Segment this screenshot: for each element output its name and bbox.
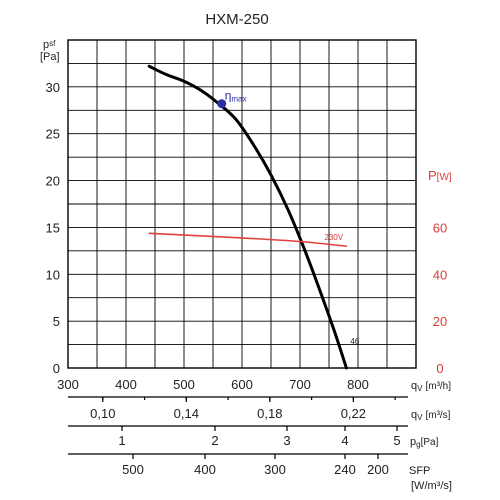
plot-frame [67,39,417,369]
grid [67,40,417,368]
left-tick-label: 25 [46,127,60,142]
left-tick-label: 5 [53,314,60,329]
x-tick-label-m3h: 800 [347,377,369,392]
x-tick-label-pg: 4 [341,433,348,448]
x-tick-label-m3h: 300 [57,377,79,392]
left-tick-label: 15 [46,220,60,235]
x-tick-label-pg: 1 [118,433,125,448]
left-tick-label: 20 [46,174,60,189]
x-axis-labels: qV [m³/h] qV [m³/s] pg[Pa] SFP [W/m³/s] [409,380,452,492]
series-label-1: 230V [324,233,343,242]
left-tick-label: 0 [53,361,60,376]
left-axis-unit: [Pa] [40,51,60,63]
x-tick-label-sfp: 300 [264,462,286,477]
x-tick-label-pg: 5 [393,433,400,448]
series-line-1 [148,232,348,247]
right-axis-label: P[W] [428,168,452,183]
x-axis-qv-m3h-label: qV [m³/h] [411,380,451,393]
x-axis-pg-label: pg[Pa] [410,436,439,449]
right-tick-label: 60 [433,220,447,235]
left-tick-label: 30 [46,80,60,95]
x-tick-label-m3s: 0,22 [341,406,366,421]
x-tick-label-m3h: 400 [115,377,137,392]
x-tick-label-m3s: 0,18 [257,406,282,421]
right-axis-label-main: P [428,168,437,183]
x-tick-label-pg: 2 [211,433,218,448]
left-axis-label-sub: sf [49,39,56,48]
x-axis-sfp-unit: [W/m³/s] [411,480,452,492]
x-tick-label-m3h: 600 [231,377,253,392]
x-tick-label-sfp: 200 [367,462,389,477]
x-tick-label-pg: 3 [283,433,290,448]
right-tick-label: 0 [436,361,443,376]
eta-max-label: ηmax [225,89,247,104]
left-tick-label: 10 [46,267,60,282]
left-axis-label: psf [43,39,56,51]
x-tick-label-m3s: 0,10 [90,406,115,421]
right-tick-label: 20 [433,314,447,329]
x-tick-label-m3s: 0,14 [174,406,199,421]
x-tick-label-m3h: 700 [289,377,311,392]
left-y-axis: psf [Pa] [40,39,60,63]
x-tick-label-sfp: 500 [122,462,144,477]
right-tick-label: 40 [433,267,447,282]
right-axis-unit: [W] [437,172,452,183]
x-tick-label-m3h: 500 [173,377,195,392]
right-y-axis: P[W] [428,168,452,183]
series-line-0 [147,64,348,370]
eta-max-marker [217,99,227,109]
x-axis-sfp-label: SFP [409,465,430,477]
chart-title: HXM-250 [205,11,268,28]
series-layer: 46 230V ηmax [147,64,360,370]
left-axis-label-main: p [43,39,49,51]
x-tick-label-sfp: 240 [334,462,356,477]
series-end-label-0: 46 [350,337,359,346]
x-tick-label-sfp: 400 [194,462,216,477]
x-axis-qv-m3s-label: qV [m³/s] [411,409,451,422]
